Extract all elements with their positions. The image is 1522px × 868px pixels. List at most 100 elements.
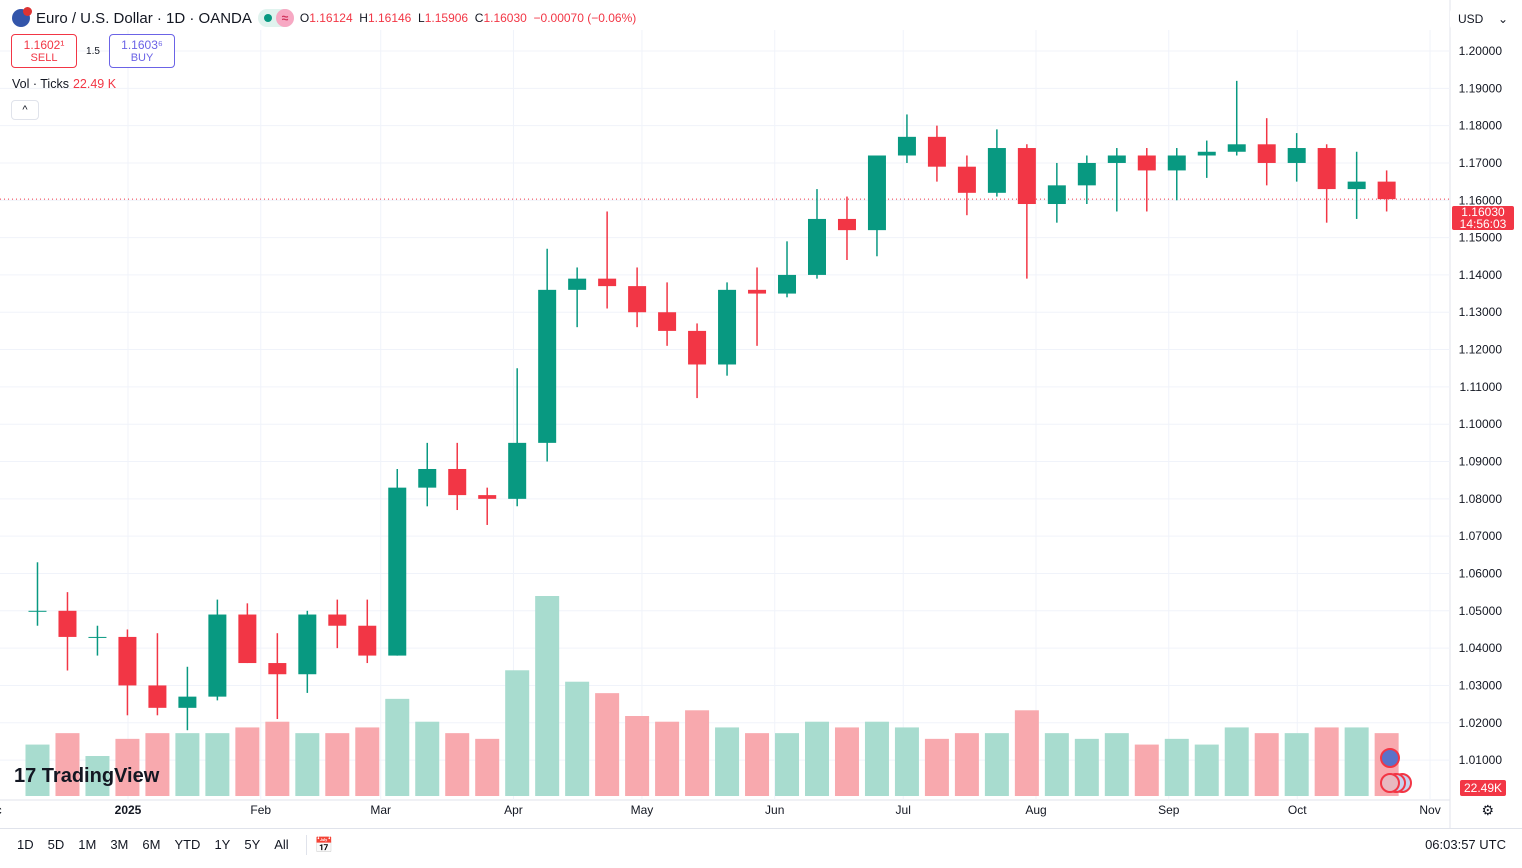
range-5d[interactable]: 5D bbox=[47, 837, 65, 852]
candle[interactable] bbox=[88, 625, 107, 656]
candle[interactable] bbox=[268, 633, 287, 720]
range-1m[interactable]: 1M bbox=[78, 837, 97, 852]
candle[interactable] bbox=[538, 248, 557, 462]
candle[interactable] bbox=[718, 282, 737, 376]
candle-body bbox=[568, 278, 587, 290]
candle[interactable] bbox=[328, 599, 347, 649]
time-tick-label: Sep bbox=[1158, 803, 1180, 817]
volume-bar bbox=[745, 733, 770, 796]
candle[interactable] bbox=[1047, 162, 1066, 223]
range-ytd[interactable]: YTD bbox=[174, 837, 201, 852]
price-tick-label: 1.18000 bbox=[1459, 119, 1503, 133]
candle[interactable] bbox=[1347, 151, 1366, 219]
buy-button[interactable]: 1.1603⁶ BUY bbox=[109, 34, 175, 68]
candle[interactable] bbox=[837, 196, 856, 260]
collapse-legend-button[interactable]: ^ bbox=[11, 100, 39, 120]
candle[interactable] bbox=[1077, 155, 1096, 205]
volume-bar bbox=[655, 721, 680, 796]
volume-bar bbox=[85, 756, 110, 796]
volume-bar bbox=[115, 738, 140, 796]
time-tick-label: Jun bbox=[765, 803, 784, 817]
candle-body bbox=[208, 614, 227, 697]
divider bbox=[305, 834, 307, 855]
candle[interactable] bbox=[748, 267, 767, 346]
candle[interactable] bbox=[688, 323, 707, 399]
candle-body bbox=[748, 289, 767, 294]
tradingview-logo[interactable]: 17 TradingView bbox=[14, 765, 160, 787]
candle[interactable] bbox=[1227, 80, 1246, 156]
candle[interactable] bbox=[1197, 140, 1216, 178]
candle[interactable] bbox=[298, 610, 317, 693]
candle-body bbox=[118, 636, 137, 686]
price-tick-label: 1.03000 bbox=[1459, 678, 1503, 692]
candle-body bbox=[538, 289, 557, 443]
currency-select[interactable]: USD ⌄ bbox=[1450, 8, 1512, 30]
candle[interactable] bbox=[208, 599, 227, 701]
time-tick-label: Aug bbox=[1025, 803, 1046, 817]
candle[interactable] bbox=[807, 189, 826, 279]
range-all[interactable]: All bbox=[274, 837, 289, 852]
range-1y[interactable]: 1Y bbox=[214, 837, 231, 852]
range-3m[interactable]: 3M bbox=[110, 837, 129, 852]
candle[interactable] bbox=[628, 267, 647, 328]
candle[interactable] bbox=[58, 592, 77, 671]
candle[interactable] bbox=[238, 603, 257, 664]
range-buttons: 1D 5D 1M 3M 6M YTD 1Y 5Y All bbox=[12, 833, 298, 856]
volume-bar bbox=[1104, 733, 1129, 796]
date-range-calendar-icon[interactable]: 📅 bbox=[314, 836, 334, 854]
candle[interactable] bbox=[118, 629, 137, 716]
price-chart[interactable]: 1.20000 1.19000 1.18000 1.17000 1.16000 1.150… bbox=[0, 0, 1522, 828]
candle-body bbox=[1077, 162, 1096, 186]
range-1d[interactable]: 1D bbox=[17, 837, 34, 852]
candle[interactable] bbox=[358, 599, 377, 664]
eu-events-icon[interactable] bbox=[1378, 748, 1412, 768]
range-6m[interactable]: 6M bbox=[142, 837, 161, 852]
candle[interactable] bbox=[1257, 118, 1276, 186]
candle[interactable] bbox=[178, 666, 197, 731]
candle[interactable] bbox=[897, 114, 916, 163]
sell-button[interactable]: 1.1602¹ SELL bbox=[11, 34, 77, 68]
candle-body bbox=[88, 636, 107, 638]
time-tick-label: ec bbox=[0, 803, 2, 817]
symbol-title[interactable]: Euro / U.S. Dollar · 1D · OANDA bbox=[36, 9, 252, 27]
candle-body bbox=[238, 614, 257, 664]
time-tick-label: May bbox=[631, 803, 654, 817]
volume-bar bbox=[625, 716, 650, 796]
candle[interactable] bbox=[28, 562, 47, 626]
candle[interactable] bbox=[658, 282, 677, 346]
candle[interactable] bbox=[1377, 170, 1396, 212]
price-tick-label: 1.20000 bbox=[1459, 44, 1503, 58]
candle[interactable] bbox=[568, 267, 587, 328]
candle[interactable] bbox=[1107, 148, 1126, 212]
candle[interactable] bbox=[148, 633, 167, 716]
price-tick-label: 1.01000 bbox=[1459, 753, 1503, 767]
candle[interactable] bbox=[1017, 144, 1036, 279]
candle[interactable] bbox=[987, 129, 1006, 197]
volume-bar bbox=[535, 596, 560, 796]
price-tick-label: 1.13000 bbox=[1459, 305, 1503, 319]
candle[interactable] bbox=[1287, 133, 1306, 182]
volume-bar bbox=[834, 727, 859, 796]
candle[interactable] bbox=[478, 487, 497, 525]
candle[interactable] bbox=[508, 368, 527, 507]
candle[interactable] bbox=[448, 442, 467, 511]
candle[interactable] bbox=[927, 125, 946, 182]
candle[interactable] bbox=[418, 442, 437, 507]
candle[interactable] bbox=[957, 155, 976, 216]
candle-body bbox=[897, 136, 916, 156]
clock-time[interactable]: 06:03:57 UTC bbox=[1425, 837, 1506, 852]
price-tick-label: 1.06000 bbox=[1459, 566, 1503, 580]
candle[interactable] bbox=[1137, 148, 1156, 212]
us-events-icon[interactable] bbox=[1378, 773, 1412, 793]
volume-bar bbox=[295, 733, 320, 796]
candle[interactable] bbox=[598, 211, 617, 309]
candle-body bbox=[987, 148, 1006, 193]
range-5y[interactable]: 5Y bbox=[244, 837, 261, 852]
settings-gear-icon[interactable]: ⚙ bbox=[1481, 802, 1494, 818]
market-status-badge[interactable]: ≈ bbox=[257, 9, 294, 27]
candle[interactable] bbox=[388, 468, 407, 656]
candle[interactable] bbox=[1167, 148, 1186, 201]
candle[interactable] bbox=[867, 155, 886, 257]
candle[interactable] bbox=[778, 241, 797, 298]
candle[interactable] bbox=[1317, 144, 1336, 223]
